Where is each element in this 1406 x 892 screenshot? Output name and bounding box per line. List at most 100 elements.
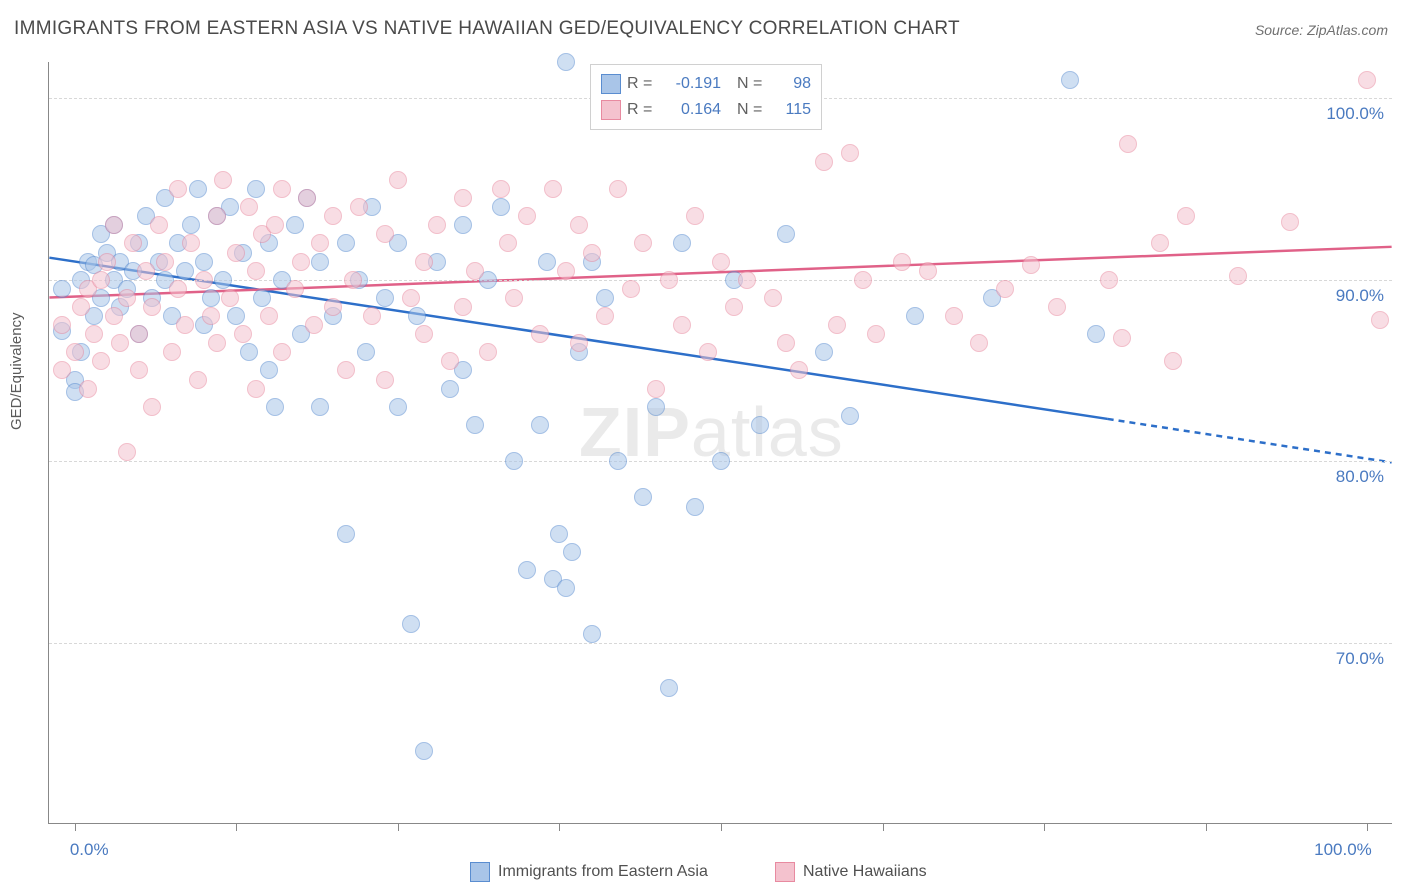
data-point — [660, 271, 678, 289]
data-point — [764, 289, 782, 307]
data-point — [454, 298, 472, 316]
data-point — [111, 334, 129, 352]
stats-legend-row: R =0.164N =115 — [601, 97, 811, 123]
data-point — [1164, 352, 1182, 370]
stats-legend-row: R =-0.191N =98 — [601, 71, 811, 97]
data-point — [1371, 311, 1389, 329]
data-point — [105, 307, 123, 325]
data-point — [389, 398, 407, 416]
data-point — [996, 280, 1014, 298]
data-point — [415, 253, 433, 271]
data-point — [570, 334, 588, 352]
data-point — [376, 289, 394, 307]
data-point — [286, 216, 304, 234]
data-point — [53, 316, 71, 334]
data-point — [118, 289, 136, 307]
data-point — [699, 343, 717, 361]
data-point — [292, 253, 310, 271]
data-point — [828, 316, 846, 334]
data-point — [441, 352, 459, 370]
x-tick — [1044, 823, 1045, 831]
data-point — [118, 443, 136, 461]
x-tick — [1367, 823, 1368, 831]
data-point — [311, 398, 329, 416]
data-point — [130, 325, 148, 343]
legend-swatch — [601, 100, 621, 120]
trend-lines-layer — [49, 62, 1392, 823]
data-point — [227, 307, 245, 325]
legend-swatch — [470, 862, 490, 882]
data-point — [945, 307, 963, 325]
data-point — [505, 289, 523, 307]
data-point — [402, 615, 420, 633]
data-point — [1048, 298, 1066, 316]
data-point — [596, 307, 614, 325]
data-point — [195, 271, 213, 289]
data-point — [227, 244, 245, 262]
data-point — [454, 189, 472, 207]
stat-label: R = — [627, 101, 657, 119]
chart-title: IMMIGRANTS FROM EASTERN ASIA VS NATIVE H… — [14, 18, 960, 40]
x-tick — [559, 823, 560, 831]
series-label: Immigrants from Eastern Asia — [498, 863, 708, 881]
data-point — [286, 280, 304, 298]
data-point — [53, 280, 71, 298]
data-point — [466, 262, 484, 280]
data-point — [79, 380, 97, 398]
data-point — [970, 334, 988, 352]
data-point — [1358, 71, 1376, 89]
data-point — [357, 343, 375, 361]
data-point — [538, 253, 556, 271]
data-point — [92, 352, 110, 370]
data-point — [492, 198, 510, 216]
data-point — [66, 343, 84, 361]
data-point — [647, 380, 665, 398]
data-point — [182, 234, 200, 252]
data-point — [1151, 234, 1169, 252]
data-point — [214, 271, 232, 289]
data-point — [854, 271, 872, 289]
data-point — [673, 234, 691, 252]
data-point — [208, 207, 226, 225]
data-point — [169, 180, 187, 198]
data-point — [189, 371, 207, 389]
data-point — [376, 225, 394, 243]
data-point — [596, 289, 614, 307]
stat-label: N = — [737, 101, 767, 119]
data-point — [1119, 135, 1137, 153]
data-point — [1100, 271, 1118, 289]
series-label: Native Hawaiians — [803, 863, 927, 881]
data-point — [505, 452, 523, 470]
data-point — [143, 298, 161, 316]
data-point — [221, 289, 239, 307]
data-point — [1113, 329, 1131, 347]
y-axis-label: GED/Equivalency — [8, 312, 25, 430]
x-tick — [1206, 823, 1207, 831]
data-point — [647, 398, 665, 416]
data-point — [195, 253, 213, 271]
data-point — [479, 343, 497, 361]
data-point — [777, 334, 795, 352]
data-point — [1229, 267, 1247, 285]
data-point — [266, 216, 284, 234]
data-point — [273, 180, 291, 198]
data-point — [253, 289, 271, 307]
data-point — [143, 398, 161, 416]
data-point — [324, 207, 342, 225]
data-point — [337, 234, 355, 252]
stats-legend: R =-0.191N =98R =0.164N =115 — [590, 64, 822, 130]
data-point — [273, 343, 291, 361]
data-point — [454, 216, 472, 234]
x-tick — [883, 823, 884, 831]
data-point — [466, 416, 484, 434]
data-point — [518, 561, 536, 579]
data-point — [544, 180, 562, 198]
data-point — [169, 280, 187, 298]
data-point — [518, 207, 536, 225]
data-point — [634, 488, 652, 506]
data-point — [1022, 256, 1040, 274]
data-point — [686, 498, 704, 516]
data-point — [531, 416, 549, 434]
data-point — [1281, 213, 1299, 231]
data-point — [712, 253, 730, 271]
